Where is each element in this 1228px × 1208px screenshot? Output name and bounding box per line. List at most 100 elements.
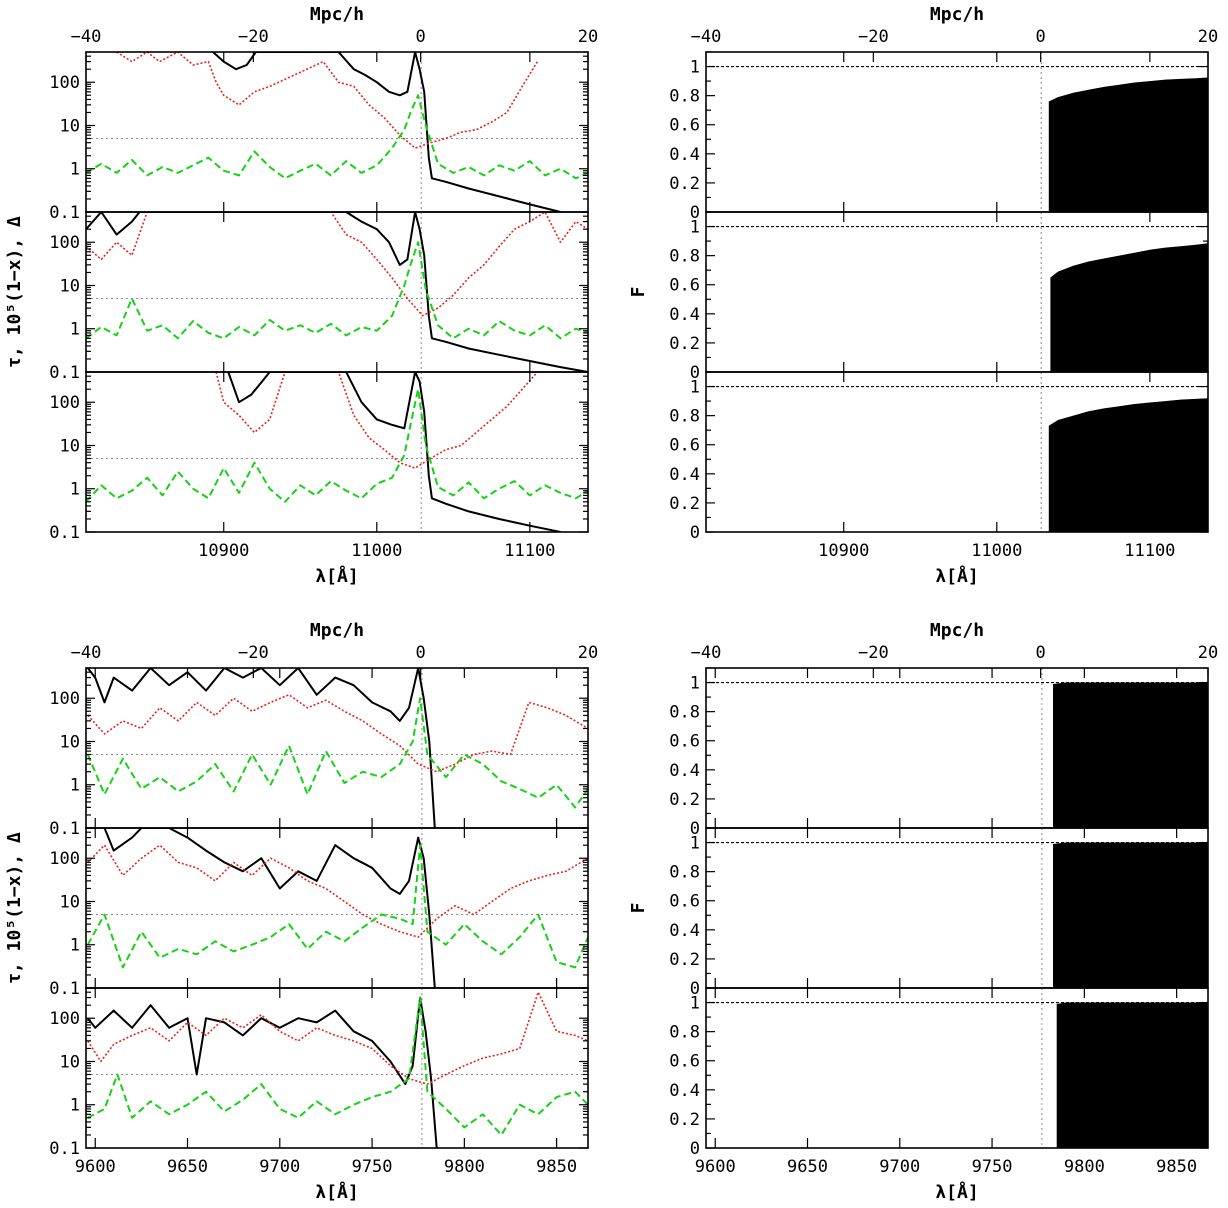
y-tick-label: 0.4 — [669, 145, 700, 165]
y-tick-label: 100 — [49, 849, 80, 869]
x-axis-title: λ[Å] — [935, 1180, 978, 1203]
flux-area — [1052, 842, 1208, 988]
y-tick-label: 0 — [690, 523, 700, 543]
panel-plot-area — [706, 668, 1208, 828]
x-tick-label: 9600 — [695, 1157, 736, 1177]
x-tick-label: 9750 — [352, 1157, 393, 1177]
x-tick-label: 9600 — [75, 1157, 116, 1177]
panel-2: 0 0.2 0.4 0.6 0.8 1 — [669, 211, 1209, 383]
panel-frame — [85, 827, 589, 989]
panel-2: 0.1 1 10 100 — [49, 211, 589, 383]
x-tick-label: 9750 — [972, 1157, 1013, 1177]
series-delta — [87, 996, 588, 1136]
x-tick-label: 9800 — [1064, 1157, 1105, 1177]
y-axis-title: τ, 10⁵(1−x), Δ — [4, 832, 25, 984]
y-tick-label: 0.1 — [49, 979, 80, 999]
y-tick-label: 0.8 — [669, 247, 700, 267]
panel-frame — [85, 371, 589, 533]
panel-plot-area — [706, 828, 1208, 988]
panel-plot-area — [706, 52, 1208, 212]
top-x-tick-label: −20 — [238, 27, 269, 47]
top-x-tick-label: −40 — [691, 643, 722, 663]
panel-1: 0.1 1 10 100 — [49, 667, 589, 839]
x-tick-label: 9850 — [1156, 1157, 1197, 1177]
y-tick-label: 0.8 — [669, 1023, 700, 1043]
y-tick-label: 0.1 — [49, 1139, 80, 1159]
panel-plot-area — [86, 212, 588, 372]
top-x-tick-label: 0 — [416, 643, 426, 663]
top-x-tick-label: 20 — [578, 27, 598, 47]
y-axis-title: τ, 10⁵(1−x), Δ — [4, 216, 25, 368]
y-axis-title: F — [628, 903, 649, 914]
panel-plot-area — [86, 668, 588, 828]
y-tick-label: 0.4 — [669, 921, 700, 941]
y-tick-label: 0.1 — [49, 363, 80, 383]
panel-frame — [705, 371, 1209, 533]
y-tick-label: 0.2 — [669, 790, 700, 810]
y-tick-label: 0.4 — [669, 1081, 700, 1101]
chart-top-left: 0.1 1 10 100 0.1 1 10 100 0.1 1 10 100 10900 11000 111… — [4, 4, 598, 587]
top-x-axis-title: Mpc/h — [310, 4, 364, 25]
panel-plot-area — [86, 372, 588, 532]
flux-area — [1050, 243, 1208, 372]
y-tick-label: 0.8 — [669, 87, 700, 107]
y-tick-label: 1 — [70, 160, 80, 180]
y-tick-label: 1 — [70, 480, 80, 500]
panel-3: 0 0.2 0.4 0.6 0.8 1 — [669, 987, 1209, 1159]
panel-frame — [705, 987, 1209, 1149]
series-one-minus-x — [86, 212, 588, 317]
panel-1: 0.1 1 10 100 — [49, 51, 589, 223]
top-x-tick-label: −20 — [858, 27, 889, 47]
y-tick-label: 100 — [49, 689, 80, 709]
x-axis-title: λ[Å] — [315, 1180, 358, 1203]
x-tick-label: 10900 — [198, 541, 249, 561]
y-tick-label: 0.2 — [669, 174, 700, 194]
y-tick-label: 0.6 — [669, 436, 700, 456]
y-tick-label: 100 — [49, 1009, 80, 1029]
top-x-tick-label: 20 — [1198, 27, 1218, 47]
y-tick-label: 0.6 — [669, 276, 700, 296]
y-tick-label: 0.2 — [669, 950, 700, 970]
x-tick-label: 11000 — [351, 541, 402, 561]
top-x-tick-label: −20 — [238, 643, 269, 663]
y-tick-label: 0.8 — [669, 407, 700, 427]
y-tick-label: 0 — [690, 363, 700, 383]
series-one-minus-x — [87, 844, 588, 938]
panel-3: 0.1 1 10 100 — [49, 371, 589, 543]
y-tick-label: 1 — [690, 994, 700, 1014]
series-delta — [86, 388, 588, 503]
y-tick-label: 0 — [690, 203, 700, 223]
panel-2: 0.1 1 10 100 — [49, 827, 589, 999]
flux-area — [1048, 398, 1208, 532]
y-tick-label: 100 — [49, 233, 80, 253]
y-tick-label: 0.6 — [669, 116, 700, 136]
y-tick-label: 0.1 — [49, 203, 80, 223]
panel-2: 0 0.2 0.4 0.6 0.8 1 — [669, 827, 1209, 999]
x-tick-label: 9650 — [787, 1157, 828, 1177]
series-tau — [227, 372, 561, 532]
y-tick-label: 0.2 — [669, 334, 700, 354]
series-tau — [87, 996, 438, 1148]
y-tick-label: 1 — [70, 1096, 80, 1116]
series-delta — [86, 241, 588, 340]
y-tick-label: 1 — [690, 834, 700, 854]
y-tick-label: 0.6 — [669, 1052, 700, 1072]
top-x-tick-label: 0 — [416, 27, 426, 47]
x-axis-title: λ[Å] — [315, 564, 358, 587]
y-tick-label: 0.6 — [669, 732, 700, 752]
y-tick-label: 1 — [690, 58, 700, 78]
panel-frame — [85, 211, 589, 373]
top-x-tick-label: 0 — [1036, 643, 1046, 663]
series-tau — [86, 212, 588, 372]
top-x-tick-label: 20 — [1198, 643, 1218, 663]
series-one-minus-x — [215, 372, 539, 469]
x-tick-label: 9650 — [167, 1157, 208, 1177]
chart-bottom-left: 0.1 1 10 100 0.1 1 10 100 0.1 1 10 100 9600 9650 9700 9… — [4, 620, 598, 1203]
chart-bottom-right: 00.20.40.60.8100.20.40.60.8100.20.40.60.… — [628, 620, 1218, 1203]
x-tick-label: 9800 — [444, 1157, 485, 1177]
y-tick-label: 0 — [690, 1139, 700, 1159]
y-tick-label: 1 — [70, 776, 80, 796]
series-tau — [103, 828, 436, 988]
panel-plot-area — [86, 828, 588, 988]
